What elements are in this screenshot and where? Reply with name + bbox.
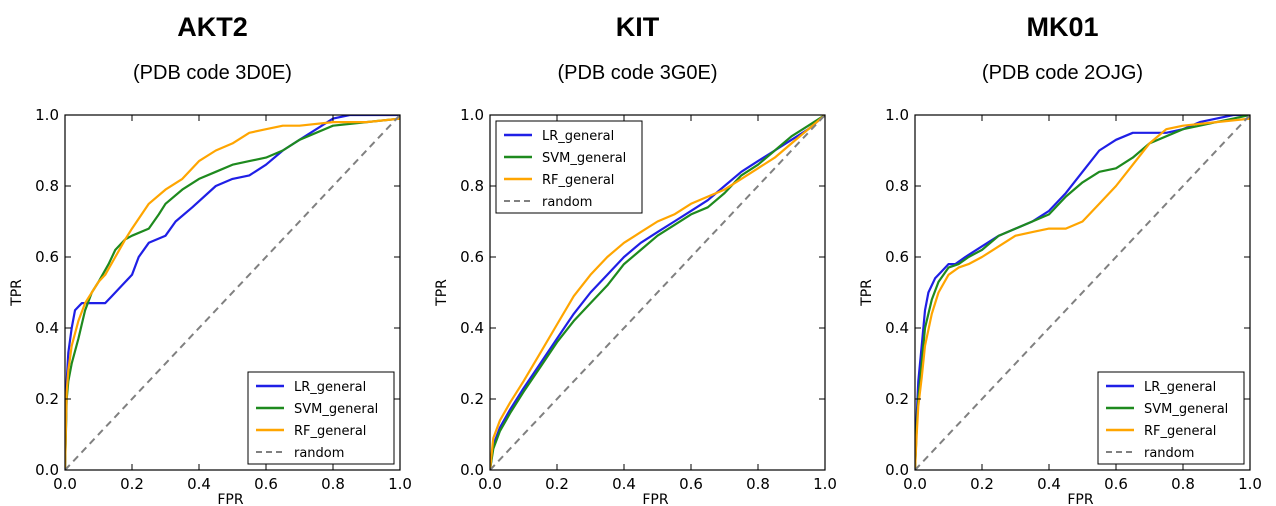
y-tick-label: 1.0 bbox=[460, 106, 484, 124]
legend-label: LR_general bbox=[1144, 380, 1216, 395]
x-tick-label: 1.0 bbox=[388, 475, 412, 493]
legend-label: random bbox=[542, 195, 592, 210]
chart-panel-kit: KIT (PDB code 3G0E) 0.0 0.2 0.4 0.6 0.8 1.0 0.… bbox=[425, 0, 850, 506]
x-tick-label: 0.8 bbox=[746, 475, 770, 493]
x-tick-label: 0.6 bbox=[679, 475, 703, 493]
series-group bbox=[65, 115, 400, 470]
chart-title: MK01 bbox=[1026, 12, 1099, 42]
x-tick-label: 1.0 bbox=[813, 475, 837, 493]
y-tick-label: 0.4 bbox=[35, 319, 59, 337]
chart-title: KIT bbox=[615, 12, 660, 42]
x-tick-label: 0.8 bbox=[321, 475, 345, 493]
y-tick-label: 0.8 bbox=[35, 177, 59, 195]
series-line-svm-general bbox=[65, 117, 400, 470]
x-tick-label: 0.4 bbox=[612, 475, 636, 493]
x-tick-label: 0.6 bbox=[1104, 475, 1128, 493]
x-tick-label: 0.2 bbox=[120, 475, 144, 493]
y-tick-label: 0.6 bbox=[885, 248, 909, 266]
legend-label: random bbox=[1144, 446, 1194, 461]
chart-subtitle: (PDB code 3G0E) bbox=[557, 62, 718, 84]
y-tick-label: 0.6 bbox=[460, 248, 484, 266]
y-tick-label: 1.0 bbox=[35, 106, 59, 124]
y-tick-label: 0.2 bbox=[35, 390, 59, 408]
y-tick-label: 1.0 bbox=[885, 106, 909, 124]
legend-label: SVM_general bbox=[1144, 402, 1228, 417]
x-axis-label: FPR bbox=[642, 492, 668, 506]
series-line-lr-general bbox=[490, 115, 825, 470]
y-tick-label: 0.4 bbox=[885, 319, 909, 337]
legend-label: RF_general bbox=[1144, 424, 1216, 439]
x-axis-label: FPR bbox=[217, 492, 243, 506]
legend-label: LR_general bbox=[542, 129, 614, 144]
legend-label: SVM_general bbox=[542, 151, 626, 166]
legend-label: RF_general bbox=[294, 424, 366, 439]
roc-plot-akt2: 0.0 0.2 0.4 0.6 0.8 1.0 0.0 0.2 0.4 0.6 0.8 1.0 FPR T… bbox=[9, 106, 412, 506]
legend-box bbox=[1097, 371, 1245, 465]
y-tick-label: 0.0 bbox=[885, 461, 909, 479]
chart-panel-akt2: AKT2 (PDB code 3D0E) 0.0 0.2 0.4 0.6 0.8 1.0 0… bbox=[0, 0, 425, 506]
legend-label: random bbox=[294, 446, 344, 461]
series-group bbox=[915, 115, 1250, 470]
y-tick-label: 0.4 bbox=[460, 319, 484, 337]
series-line-rf-general bbox=[65, 117, 400, 470]
chart-subtitle: (PDB code 3D0E) bbox=[133, 62, 292, 84]
series-group bbox=[490, 115, 825, 470]
chart-panel-mk01: MK01 (PDB code 2OJG) 0.0 0.2 0.4 0.6 0.8 1.0 0… bbox=[850, 0, 1275, 506]
legend-box bbox=[247, 371, 395, 465]
y-tick-label: 0.8 bbox=[460, 177, 484, 195]
x-tick-label: 0.2 bbox=[545, 475, 569, 493]
series-line-random bbox=[915, 115, 1250, 470]
y-axis-label: TPR bbox=[434, 279, 450, 307]
x-tick-label: 0.8 bbox=[1171, 475, 1195, 493]
roc-plot-mk01: 0.0 0.2 0.4 0.6 0.8 1.0 0.0 0.2 0.4 0.6 0.8 1.0 FPR T… bbox=[859, 106, 1262, 506]
plot-frame bbox=[64, 114, 401, 471]
x-tick-label: 0.4 bbox=[187, 475, 211, 493]
y-tick-label: 0.8 bbox=[885, 177, 909, 195]
legend-label: SVM_general bbox=[294, 402, 378, 417]
legend-label: LR_general bbox=[294, 380, 366, 395]
x-tick-label: 1.0 bbox=[1238, 475, 1262, 493]
series-line-svm-general bbox=[490, 115, 825, 470]
x-tick-label: 0.0 bbox=[478, 475, 502, 493]
y-axis-label: TPR bbox=[859, 279, 875, 307]
series-line-random bbox=[65, 115, 400, 470]
plot-frame bbox=[914, 114, 1251, 471]
legend-label: RF_general bbox=[542, 173, 614, 188]
y-tick-label: 0.0 bbox=[460, 461, 484, 479]
x-axis-label: FPR bbox=[1067, 492, 1093, 506]
series-line-rf-general bbox=[915, 117, 1250, 470]
x-tick-label: 0.2 bbox=[970, 475, 994, 493]
x-tick-label: 0.0 bbox=[53, 475, 77, 493]
legend-box bbox=[495, 120, 643, 214]
chart-title: AKT2 bbox=[177, 12, 248, 42]
y-tick-label: 0.2 bbox=[460, 390, 484, 408]
chart-subtitle: (PDB code 2OJG) bbox=[981, 62, 1144, 84]
y-tick-label: 0.0 bbox=[35, 461, 59, 479]
x-tick-label: 0.4 bbox=[1037, 475, 1061, 493]
y-tick-label: 0.2 bbox=[885, 390, 909, 408]
roc-plot-kit: 0.0 0.2 0.4 0.6 0.8 1.0 0.0 0.2 0.4 0.6 0.8 1.0 FPR T… bbox=[434, 106, 837, 506]
y-axis-label: TPR bbox=[9, 279, 25, 307]
plot-frame bbox=[489, 114, 826, 471]
x-tick-label: 0.0 bbox=[903, 475, 927, 493]
x-tick-label: 0.6 bbox=[254, 475, 278, 493]
series-line-rf-general bbox=[490, 115, 825, 470]
series-line-random bbox=[490, 115, 825, 470]
y-tick-label: 0.6 bbox=[35, 248, 59, 266]
